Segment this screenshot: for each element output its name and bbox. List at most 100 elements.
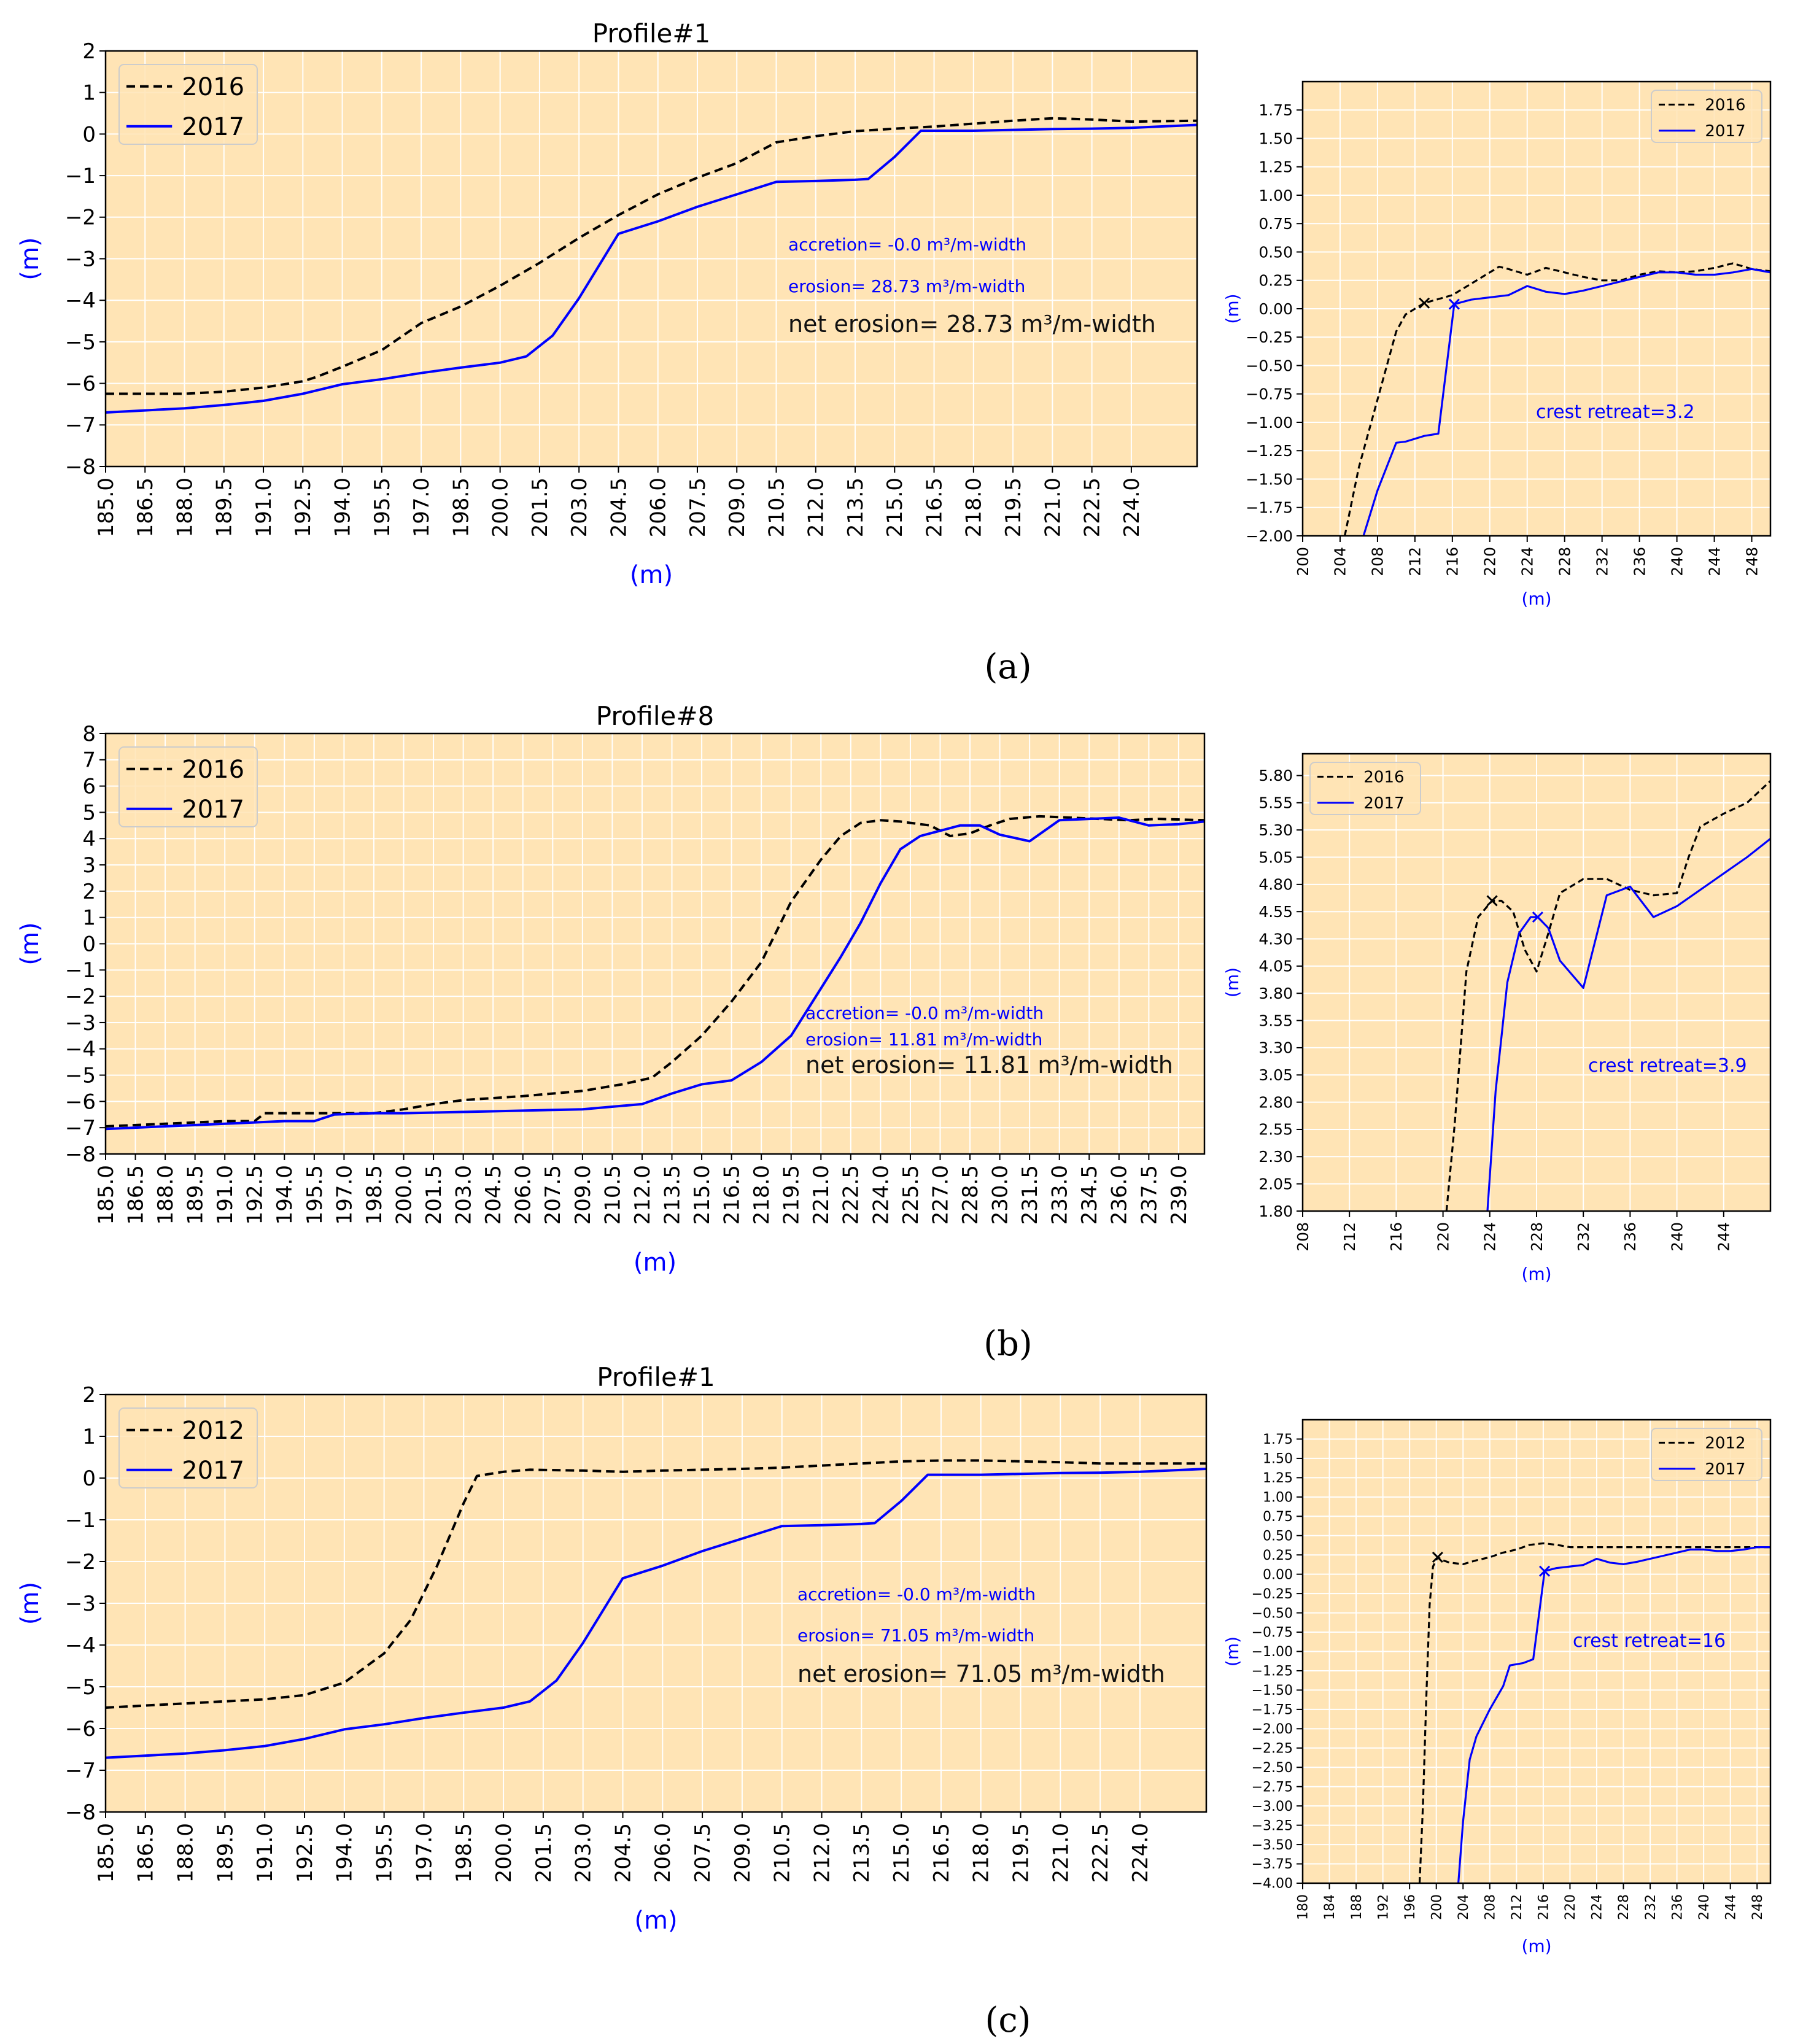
x-tick-label: 194.0: [333, 1823, 357, 1883]
legend: 2016 2017: [1651, 90, 1762, 143]
y-tick-label: −8: [65, 455, 96, 479]
y-tick-label: −7: [65, 1116, 96, 1140]
x-tick-label: 196: [1403, 1894, 1418, 1920]
y-tick-label: −5: [65, 330, 96, 355]
y-tick-label: −1.00: [1252, 1644, 1293, 1660]
x-tick-label: 198.5: [449, 478, 473, 537]
x-tick-label: 224: [1519, 547, 1537, 576]
x-tick-label: 215.0: [890, 1823, 914, 1883]
y-axis-label: (m): [16, 922, 44, 965]
y-tick-label: −2: [65, 206, 96, 230]
series-line-2016: [106, 117, 1197, 395]
x-tick-label: 230.0: [988, 1165, 1013, 1225]
x-tick-label: 204.5: [607, 478, 631, 537]
annotation-2: net erosion= 71.05 m³/m-width: [797, 1660, 1165, 1687]
x-tick-label: 216: [1444, 547, 1462, 576]
y-tick-label: 0.50: [1258, 243, 1293, 261]
crest-marker-2016: [1486, 895, 1498, 907]
annotation-2: net erosion= 11.81 m³/m-width: [805, 1051, 1173, 1078]
legend: 2012 2017: [1651, 1428, 1762, 1481]
x-tick-label: 185.0: [94, 1165, 118, 1225]
y-tick-label: 5.55: [1258, 794, 1293, 812]
x-tick-label: 244: [1715, 1222, 1733, 1252]
x-tick-label: 248: [1743, 547, 1761, 576]
y-tick-label: 3.80: [1258, 985, 1293, 1002]
x-tick-label: 216.5: [720, 1165, 745, 1225]
x-tick-label: 215.0: [883, 478, 907, 537]
y-tick-label: 1.50: [1263, 1452, 1293, 1467]
x-tick-label: 197.0: [332, 1165, 357, 1225]
x-tick-label: 232: [1575, 1222, 1592, 1252]
y-tick-label: 1.75: [1263, 1432, 1293, 1447]
y-tick-label: −3: [65, 1592, 96, 1616]
x-tick-label: 189.5: [213, 1823, 238, 1883]
x-tick-label: 191.0: [213, 1165, 238, 1225]
y-tick-label: 1: [82, 81, 96, 106]
y-tick-label: −4: [65, 288, 96, 313]
legend-label-2012: 2012: [182, 1417, 244, 1445]
y-tick-label: −1.00: [1246, 414, 1293, 432]
y-tick-label: 1.25: [1258, 158, 1293, 176]
y-tick-label: 1.00: [1263, 1490, 1293, 1506]
y-tick-label: −1.25: [1252, 1664, 1293, 1679]
x-tick-label: 228: [1556, 547, 1573, 576]
x-tick-label: 212.0: [804, 478, 829, 537]
y-tick-label: 1.50: [1258, 130, 1293, 147]
x-axis-label: (m): [634, 1248, 677, 1277]
y-tick-label: −1.75: [1252, 1703, 1293, 1718]
series-line-2017: [1486, 838, 1770, 1211]
y-tick-label: −2.75: [1252, 1779, 1293, 1795]
y-tick-label: −6: [65, 372, 96, 397]
chart-a-inset: −2.00 −1.75 −1.50 −1.25 −1.00 −0.75 −0.50 −0.25…: [1222, 80, 1772, 609]
x-axis-label: (m): [630, 561, 673, 589]
y-tick-label: −1: [65, 958, 96, 983]
x-tick-label: 212: [1510, 1894, 1525, 1920]
x-tick-label: 216.5: [922, 478, 947, 537]
y-tick-label: 0: [82, 932, 96, 956]
x-axis-label: (m): [1521, 589, 1551, 609]
legend-label-2016: 2016: [182, 756, 244, 784]
y-tick-label: −8: [65, 1142, 96, 1167]
x-tick-label: 201.5: [528, 478, 552, 537]
x-tick-label: 186.5: [134, 1823, 158, 1883]
x-tick-label: 188: [1349, 1894, 1365, 1920]
series-line-2017: [1457, 1546, 1770, 1883]
x-tick-label: 186.5: [123, 1165, 148, 1225]
y-tick-label: −8: [65, 1800, 96, 1825]
y-tick-label: −0.50: [1252, 1606, 1293, 1621]
x-tick-label: 209.0: [725, 478, 750, 537]
axes-frame: [104, 50, 1198, 468]
y-tick-label: −2.00: [1252, 1722, 1293, 1737]
x-tick-label: 180: [1296, 1894, 1311, 1920]
y-tick-label: −2: [65, 985, 96, 1009]
x-tick-label: 195.5: [373, 1823, 397, 1883]
x-tick-label: 188.0: [173, 478, 197, 537]
y-tick-label: 4.05: [1258, 958, 1293, 975]
y-tick-label: −1.50: [1246, 470, 1293, 488]
axes-frame: [1301, 80, 1772, 537]
annotation-1: erosion= 28.73 m³/m-width: [788, 276, 1025, 296]
legend-label-2017: 2017: [182, 796, 244, 824]
y-axis-label: (m): [1222, 967, 1243, 997]
chart-c-main: Profile#1 −8 −7 −6 −5 −4 −3 −2 −1 0 1 2 185.0 186.5 18…: [16, 1362, 1208, 1935]
x-tick-label: 224.0: [1128, 1823, 1153, 1883]
series-line-2017: [106, 1468, 1206, 1759]
y-tick-label: 0.75: [1263, 1509, 1293, 1525]
panel-label-a: (a): [984, 647, 1031, 687]
x-tick-label: 201.5: [422, 1165, 446, 1225]
x-tick-label: 184: [1322, 1894, 1338, 1920]
legend-label-2017: 2017: [1705, 122, 1745, 141]
y-axis-label: (m): [1222, 1636, 1243, 1667]
y-tick-label: −1.50: [1252, 1683, 1293, 1698]
y-tick-label: −7: [65, 1759, 96, 1783]
chart-b-inset: 1.80 2.05 2.30 2.55 2.80 3.05 3.30 3.55 3.80 4.05…: [1222, 753, 1772, 1284]
y-tick-label: 3.55: [1258, 1012, 1293, 1029]
y-tick-label: −6: [65, 1717, 96, 1741]
x-tick-label: 224: [1590, 1894, 1605, 1920]
series-line-2012: [106, 1459, 1206, 1709]
x-tick-label: 232: [1593, 547, 1611, 576]
y-tick-label: −2.50: [1252, 1760, 1293, 1776]
x-tick-label: 192.5: [291, 478, 316, 537]
x-tick-label: 228: [1616, 1894, 1632, 1920]
